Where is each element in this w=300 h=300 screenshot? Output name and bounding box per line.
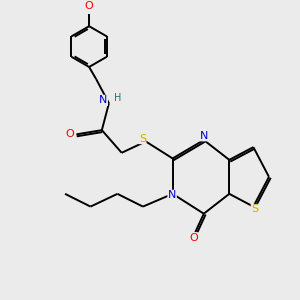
Text: S: S	[139, 134, 146, 144]
Text: O: O	[85, 2, 94, 11]
Text: S: S	[251, 204, 258, 214]
Text: N: N	[200, 131, 208, 141]
Text: N: N	[99, 95, 107, 105]
Text: N: N	[168, 190, 176, 200]
Text: O: O	[190, 233, 198, 243]
Text: H: H	[114, 93, 121, 103]
Text: O: O	[65, 129, 74, 140]
